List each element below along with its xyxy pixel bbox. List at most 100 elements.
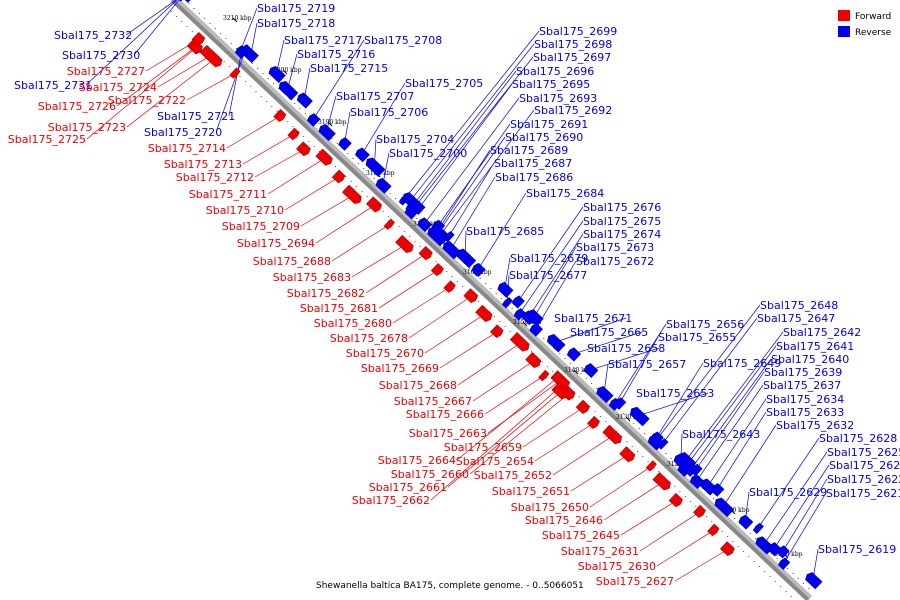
gene-Sbal175_2671[interactable]: [546, 334, 566, 353]
gene-label[interactable]: Sbal175_2630: [578, 560, 656, 573]
gene-Sbal175_2700[interactable]: [375, 177, 392, 194]
gene-Sbal175_2722[interactable]: [229, 67, 241, 79]
gene-Sbal175_2630[interactable]: [707, 523, 720, 537]
gene-Sbal175_2710[interactable]: [331, 169, 346, 184]
gene-Sbal175_2621[interactable]: [777, 557, 791, 571]
gene-label[interactable]: Sbal175_2721: [157, 110, 235, 123]
gene-Sbal175_2685[interactable]: [456, 248, 477, 269]
gene-label[interactable]: Sbal175_2664: [378, 454, 456, 467]
gene-label[interactable]: Sbal175_2670: [346, 347, 424, 360]
gene-label[interactable]: Sbal175_2676: [583, 201, 661, 214]
gene-label[interactable]: Sbal175_2718: [257, 17, 335, 30]
gene-label[interactable]: Sbal175_2731: [14, 79, 92, 92]
gene-label[interactable]: Sbal175_2622: [827, 473, 900, 486]
gene-Sbal175_2725[interactable]: [188, 39, 203, 55]
gene-Sbal175_2633[interactable]: [710, 483, 725, 497]
gene-label[interactable]: Sbal175_2687: [494, 157, 572, 170]
gene-label[interactable]: Sbal175_2653: [636, 387, 714, 400]
gene-Sbal175_2681[interactable]: [430, 262, 444, 277]
gene-Sbal175_2693[interactable]: [417, 217, 433, 233]
gene-label[interactable]: Sbal175_2725: [8, 133, 86, 146]
gene-label[interactable]: Sbal175_2637: [763, 379, 841, 392]
gene-label[interactable]: Sbal175_2686: [495, 171, 573, 184]
gene-label[interactable]: Sbal175_2643: [682, 428, 760, 441]
gene-label[interactable]: Sbal175_2634: [766, 393, 844, 406]
gene-Sbal175_2716[interactable]: [278, 80, 299, 101]
gene-Sbal175_2712[interactable]: [295, 141, 311, 157]
gene-label[interactable]: Sbal175_2669: [361, 362, 439, 375]
gene-label[interactable]: Sbal175_2667: [394, 395, 472, 408]
gene-label[interactable]: Sbal175_2690: [505, 131, 583, 144]
gene-label[interactable]: Sbal175_2714: [148, 142, 226, 155]
gene-label[interactable]: Sbal175_2732: [54, 29, 132, 42]
gene-label[interactable]: Sbal175_2708: [364, 34, 442, 47]
gene-Sbal175_2627[interactable]: [719, 541, 735, 557]
gene-Sbal175_2688[interactable]: [383, 218, 395, 230]
gene-label[interactable]: Sbal175_2663: [409, 427, 487, 440]
gene-label[interactable]: Sbal175_2698: [534, 38, 612, 51]
gene-label[interactable]: Sbal175_2712: [176, 171, 254, 184]
gene-label[interactable]: Sbal175_2628: [819, 432, 897, 445]
gene-Sbal175_2682[interactable]: [418, 245, 433, 261]
gene-Sbal175_2628[interactable]: [752, 522, 764, 535]
gene-Sbal175_2645[interactable]: [668, 492, 684, 508]
gene-Sbal175_2658[interactable]: [583, 363, 599, 379]
gene-label[interactable]: Sbal175_2648: [760, 299, 838, 312]
gene-Sbal175_2647[interactable]: [657, 438, 669, 450]
gene-label[interactable]: Sbal175_2717: [284, 34, 362, 47]
gene-label[interactable]: Sbal175_2645: [542, 529, 620, 542]
gene-label[interactable]: Sbal175_2646: [525, 514, 603, 527]
gene-Sbal175_2706[interactable]: [338, 137, 352, 151]
gene-label[interactable]: Sbal175_2683: [273, 271, 351, 284]
gene-Sbal175_2659[interactable]: [575, 399, 591, 415]
gene-Sbal175_2622[interactable]: [776, 545, 790, 559]
gene-label[interactable]: Sbal175_2710: [206, 204, 284, 217]
gene-label[interactable]: Sbal175_2716: [297, 48, 375, 61]
gene-Sbal175_2732[interactable]: [177, 0, 188, 2]
gene-Sbal175_2651[interactable]: [619, 446, 636, 463]
gene-Sbal175_2662[interactable]: [556, 376, 571, 390]
gene-label[interactable]: Sbal175_2657: [608, 358, 686, 371]
gene-label[interactable]: Sbal175_2699: [539, 25, 617, 38]
gene-Sbal175_2665[interactable]: [566, 347, 582, 362]
gene-label[interactable]: Sbal175_2722: [108, 94, 186, 107]
gene-label[interactable]: Sbal175_2674: [583, 228, 661, 241]
gene-label[interactable]: Sbal175_2706: [350, 106, 428, 119]
gene-Sbal175_2654[interactable]: [586, 415, 601, 430]
gene-Sbal175_2646[interactable]: [652, 472, 671, 491]
gene-label[interactable]: Sbal175_2649: [703, 357, 781, 370]
gene-Sbal175_2657[interactable]: [596, 386, 614, 404]
gene-label[interactable]: Sbal175_2651: [492, 485, 570, 498]
gene-Sbal175_2687[interactable]: [443, 230, 455, 243]
gene-Sbal175_2678[interactable]: [463, 288, 479, 304]
gene-label[interactable]: Sbal175_2707: [336, 90, 414, 103]
gene-Sbal175_2670[interactable]: [475, 304, 493, 322]
gene-Sbal175_2720[interactable]: [239, 44, 253, 57]
gene-label[interactable]: Sbal175_2681: [300, 302, 378, 315]
gene-Sbal175_2708[interactable]: [306, 113, 321, 127]
gene-Sbal175_2669[interactable]: [489, 324, 504, 339]
gene-label[interactable]: Sbal175_2696: [516, 65, 594, 78]
gene-label[interactable]: Sbal175_2640: [771, 353, 849, 366]
gene-label[interactable]: Sbal175_2692: [534, 104, 612, 117]
gene-label[interactable]: Sbal175_2629: [749, 486, 827, 499]
gene-Sbal175_2684[interactable]: [471, 262, 486, 278]
gene-label[interactable]: Sbal175_2631: [561, 545, 639, 558]
gene-label[interactable]: Sbal175_2682: [287, 287, 365, 300]
gene-label[interactable]: Sbal175_2679: [510, 252, 588, 265]
gene-Sbal175_2715[interactable]: [296, 92, 313, 109]
gene-label[interactable]: Sbal175_2720: [144, 126, 222, 139]
gene-label[interactable]: Sbal175_2684: [526, 187, 604, 200]
gene-label[interactable]: Sbal175_2660: [391, 468, 469, 481]
gene-label[interactable]: Sbal175_2688: [253, 255, 331, 268]
gene-Sbal175_2695[interactable]: [413, 202, 426, 215]
gene-Sbal175_2653[interactable]: [629, 406, 650, 427]
gene-Sbal175_2631[interactable]: [692, 504, 707, 518]
gene-label[interactable]: Sbal175_2713: [164, 158, 242, 171]
gene-Sbal175_2713[interactable]: [287, 127, 300, 141]
gene-label[interactable]: Sbal175_2659: [444, 441, 522, 454]
gene-label[interactable]: Sbal175_2709: [222, 220, 300, 233]
gene-Sbal175_2730[interactable]: [177, 0, 195, 3]
gene-Sbal175_2680[interactable]: [443, 280, 456, 293]
gene-label[interactable]: Sbal175_2625: [827, 446, 900, 459]
